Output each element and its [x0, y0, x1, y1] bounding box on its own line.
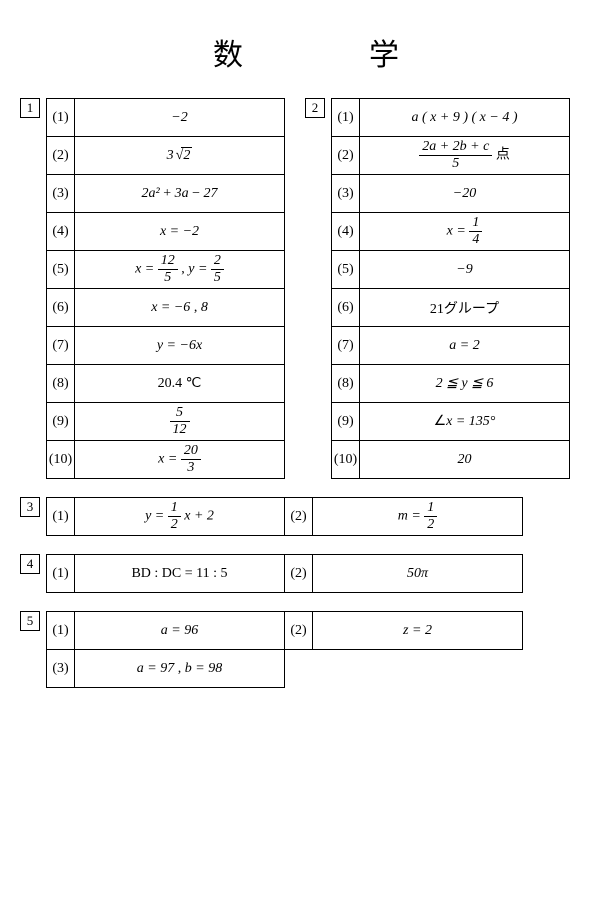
item-index: (7)	[47, 327, 75, 365]
answer-cell: y = −6x	[75, 327, 285, 365]
table-row: (2)32	[47, 137, 285, 175]
table-section-3: (1) y = 12 x + 2 (2) m = 12	[46, 497, 523, 536]
answer-cell: −20	[360, 175, 570, 213]
table-row: (8)20.4 ℃	[47, 365, 285, 403]
section-number-1: 1	[20, 98, 40, 118]
row-5: 5 (1) a = 96 (2) z = 2 (3) a = 97 , b = …	[20, 611, 580, 688]
item-index: (2)	[332, 137, 360, 175]
table-section-5a: (1) a = 96 (2) z = 2	[46, 611, 523, 650]
answer-cell: 50π	[313, 555, 523, 593]
item-index: (2)	[285, 612, 313, 650]
table-section-4: (1) BD : DC = 11 : 5 (2) 50π	[46, 554, 523, 593]
answer-cell: 20	[360, 441, 570, 479]
answer-cell: m = 12	[313, 498, 523, 536]
item-index: (3)	[332, 175, 360, 213]
answer-cell: z = 2	[313, 612, 523, 650]
table-row: (9)512	[47, 403, 285, 441]
item-index: (2)	[285, 555, 313, 593]
answer-cell: 21グループ	[360, 289, 570, 327]
table-row: (5)−9	[332, 251, 570, 289]
table-row: (1)−2	[47, 99, 285, 137]
answer-cell: a = 2	[360, 327, 570, 365]
item-index: (1)	[47, 498, 75, 536]
table-row: (3)−20	[332, 175, 570, 213]
item-index: (4)	[332, 213, 360, 251]
table-row: (1) BD : DC = 11 : 5 (2) 50π	[47, 555, 523, 593]
answer-cell: x = −2	[75, 213, 285, 251]
table-row: (3) a = 97 , b = 98	[47, 650, 285, 688]
item-index: (2)	[47, 137, 75, 175]
answer-cell: a ( x + 9 ) ( x − 4 )	[360, 99, 570, 137]
item-index: (4)	[47, 213, 75, 251]
answer-cell: x = −6 , 8	[75, 289, 285, 327]
table-row: (4)x = −2	[47, 213, 285, 251]
table-row: (10)20	[332, 441, 570, 479]
item-index: (10)	[47, 441, 75, 479]
section-number-3: 3	[20, 497, 40, 517]
table-row: (1)a ( x + 9 ) ( x − 4 )	[332, 99, 570, 137]
answer-cell: −9	[360, 251, 570, 289]
page-title: 数 学	[20, 30, 580, 74]
section-5-tables: (1) a = 96 (2) z = 2 (3) a = 97 , b = 98	[46, 611, 523, 688]
row-4: 4 (1) BD : DC = 11 : 5 (2) 50π	[20, 554, 580, 593]
table-row: (6)21グループ	[332, 289, 570, 327]
table-row: (6)x = −6 , 8	[47, 289, 285, 327]
item-index: (6)	[47, 289, 75, 327]
item-index: (10)	[332, 441, 360, 479]
item-index: (5)	[47, 251, 75, 289]
item-index: (2)	[285, 498, 313, 536]
section-number-2: 2	[305, 98, 325, 118]
section-number-4: 4	[20, 554, 40, 574]
item-index: (7)	[332, 327, 360, 365]
table-row: (4)x = 14	[332, 213, 570, 251]
item-index: (3)	[47, 650, 75, 688]
row-3: 3 (1) y = 12 x + 2 (2) m = 12	[20, 497, 580, 536]
answer-cell: BD : DC = 11 : 5	[75, 555, 285, 593]
answer-cell: 2a + 2b + c5 点	[360, 137, 570, 175]
item-index: (1)	[47, 612, 75, 650]
item-index: (5)	[332, 251, 360, 289]
answer-cell: a = 97 , b = 98	[75, 650, 285, 688]
answer-cell: x = 125 , y = 25	[75, 251, 285, 289]
answer-cell: 2 ≦ y ≦ 6	[360, 365, 570, 403]
item-index: (9)	[47, 403, 75, 441]
item-index: (1)	[47, 99, 75, 137]
answer-cell: x = 14	[360, 213, 570, 251]
table-row: (7)y = −6x	[47, 327, 285, 365]
answer-cell: −2	[75, 99, 285, 137]
answer-cell: 512	[75, 403, 285, 441]
table-section-2: (1)a ( x + 9 ) ( x − 4 ) (2)2a + 2b + c5…	[331, 98, 570, 479]
table-section-5b: (3) a = 97 , b = 98	[46, 649, 285, 688]
section-number-5: 5	[20, 611, 40, 631]
table-row: (1) y = 12 x + 2 (2) m = 12	[47, 498, 523, 536]
answer-cell: a = 96	[75, 612, 285, 650]
table-row: (1) a = 96 (2) z = 2	[47, 612, 523, 650]
item-index: (1)	[47, 555, 75, 593]
answer-cell: x = 203	[75, 441, 285, 479]
item-index: (3)	[47, 175, 75, 213]
answer-cell: 20.4 ℃	[75, 365, 285, 403]
table-row: (2)2a + 2b + c5 点	[332, 137, 570, 175]
answer-cell: y = 12 x + 2	[75, 498, 285, 536]
answer-cell: 2a² + 3a − 27	[75, 175, 285, 213]
answer-cell: ∠x = 135°	[360, 403, 570, 441]
table-row: (8)2 ≦ y ≦ 6	[332, 365, 570, 403]
item-index: (9)	[332, 403, 360, 441]
table-row: (10)x = 203	[47, 441, 285, 479]
table-section-1: (1)−2 (2)32 (3)2a² + 3a − 27 (4)x = −2 (…	[46, 98, 285, 479]
answer-cell: 32	[75, 137, 285, 175]
table-row: (3)2a² + 3a − 27	[47, 175, 285, 213]
item-index: (8)	[332, 365, 360, 403]
item-index: (6)	[332, 289, 360, 327]
row-1-2: 1 (1)−2 (2)32 (3)2a² + 3a − 27 (4)x = −2…	[20, 98, 580, 479]
item-index: (1)	[332, 99, 360, 137]
table-row: (7)a = 2	[332, 327, 570, 365]
item-index: (8)	[47, 365, 75, 403]
table-row: (5)x = 125 , y = 25	[47, 251, 285, 289]
table-row: (9)∠x = 135°	[332, 403, 570, 441]
answer-sheet: 数 学 1 (1)−2 (2)32 (3)2a² + 3a − 27 (4)x …	[0, 0, 600, 708]
